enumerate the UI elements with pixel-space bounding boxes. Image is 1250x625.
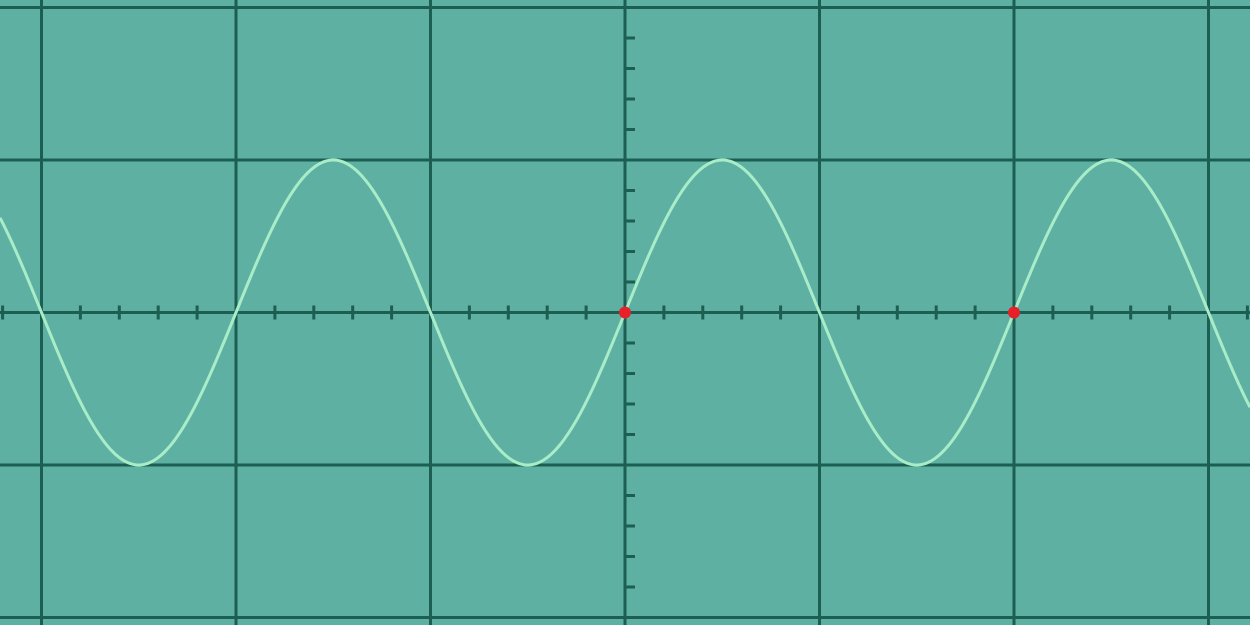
axis-ticks — [1, 36, 1249, 589]
marker-zero-crossing-2 — [1008, 306, 1020, 319]
marker-layer — [619, 306, 1020, 319]
marker-zero-crossing-1 — [619, 306, 631, 319]
